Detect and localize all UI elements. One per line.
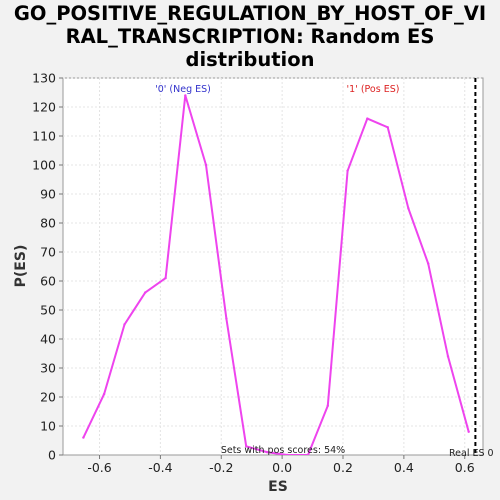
y-tick-label: 100 (32, 158, 56, 173)
data-point (184, 94, 187, 97)
real-es-note: Real ES 0 (449, 448, 494, 459)
data-point (82, 436, 85, 439)
chart-title-line-1: GO_POSITIVE_REGULATION_BY_HOST_OF_VI (13, 2, 487, 25)
x-tick-label: 0.2 (333, 460, 353, 475)
data-point (366, 117, 369, 120)
y-tick-label: 90 (40, 187, 56, 202)
data-point (204, 163, 208, 167)
data-point (427, 262, 430, 265)
x-tick-label: -0.2 (209, 460, 233, 475)
data-point (164, 276, 167, 280)
data-point (446, 355, 450, 358)
y-tick-label: 0 (48, 448, 56, 463)
axes: 0 10 20 30 40 50 60 70 80 90 100 110 120 130 -0.6 -0.4 -… (32, 71, 475, 476)
chart-title-line-3: distribution (185, 48, 315, 71)
series (82, 94, 470, 455)
y-tick-label: 80 (40, 216, 56, 231)
data-point (245, 445, 248, 448)
y-tick-label: 10 (40, 419, 56, 434)
x-axis-label: ES (268, 479, 288, 495)
data-point (306, 453, 310, 455)
data-point (265, 450, 269, 454)
chart-title: GO_POSITIVE_REGULATION_BY_HOST_OF_VI RAL… (0, 2, 500, 71)
x-tick-label: -0.6 (87, 460, 111, 475)
y-tick-label: 30 (40, 361, 56, 376)
data-point (123, 323, 126, 326)
y-tick-label: 20 (40, 390, 56, 405)
plot-area (62, 77, 484, 456)
data-point (467, 430, 470, 433)
grid (63, 77, 483, 455)
neg-es-label: '0' (Neg ES) (155, 84, 211, 95)
y-tick-label: 110 (32, 129, 56, 144)
data-point (143, 291, 147, 294)
data-point (386, 126, 389, 129)
y-tick-label: 60 (40, 274, 56, 289)
x-tick-label: 0.6 (455, 460, 475, 475)
data-point (286, 453, 289, 455)
x-tick-label: 0.0 (272, 460, 292, 475)
data-point (326, 404, 329, 407)
data-point (102, 392, 106, 396)
x-tick-label: -0.4 (148, 460, 172, 475)
y-tick-label: 70 (40, 245, 56, 260)
y-tick-label: 120 (32, 100, 56, 115)
chart-title-line-2: RAL_TRANSCRIPTION: Random ES (65, 25, 435, 48)
pos-scores-note: Sets with pos scores: 54% (221, 445, 345, 456)
pos-es-label: '1' (Pos ES) (347, 84, 400, 95)
y-tick-label: 40 (40, 332, 56, 347)
data-point (346, 169, 349, 172)
series-line (82, 94, 470, 455)
data-point (225, 317, 228, 320)
y-tick-label: 50 (40, 303, 56, 318)
y-axis-label: P(ES) (13, 245, 29, 288)
x-tick-label: 0.4 (394, 460, 414, 475)
y-tick-label: 130 (32, 71, 56, 86)
data-point (407, 207, 410, 210)
